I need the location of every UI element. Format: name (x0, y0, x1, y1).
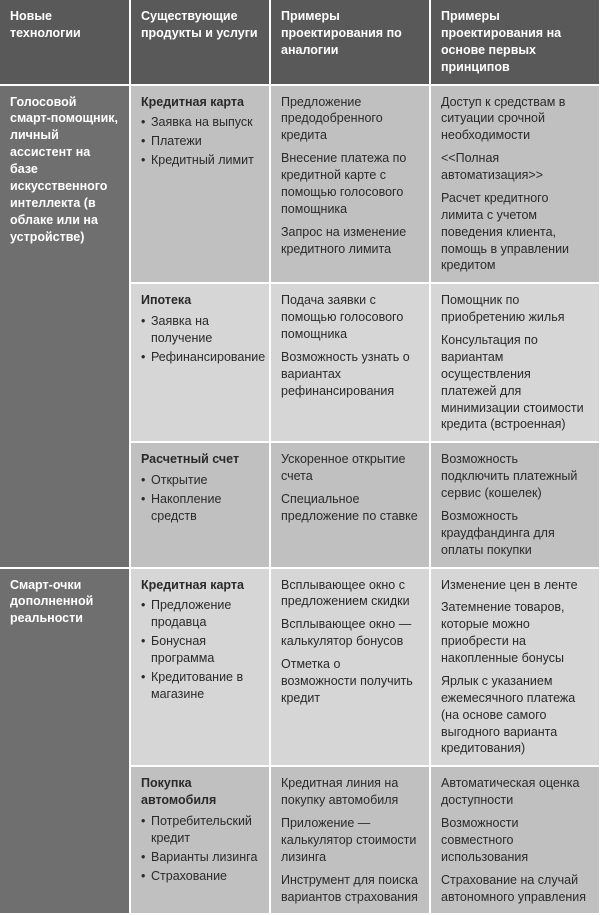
list-item: Заявка на выпуск (141, 114, 259, 131)
bullet-list: Заявка на получение Рефинансирование (141, 313, 259, 366)
text-block: Инструмент для поиска вариантов страхова… (281, 872, 419, 906)
product-cell: Кредитная карта Предложение продавцаБонус… (130, 568, 270, 767)
product-title: Кредитная карта (141, 577, 259, 594)
text-block: Автоматическая оценка доступности (441, 775, 589, 809)
product-cell: Покупка автомобиля Потребительский кредит… (130, 766, 270, 914)
text-block: Отметка о возможности получить кредит (281, 656, 419, 707)
analogy-cell: Подача заявки с помощью голосового помощ… (270, 283, 430, 442)
first-principles-cell: Изменение цен в ленте Затемнение товаров,… (430, 568, 600, 767)
product-title: Покупка автомобиля (141, 775, 259, 809)
text-block: Возможности совместного использования (441, 815, 589, 866)
text-block: Всплывающее окно — калькулятор бонусов (281, 616, 419, 650)
text-block: Страхование на случай автономного управл… (441, 872, 589, 906)
text-block: <<Полная автоматизация>> (441, 150, 589, 184)
text-block: Кредитная линия на покупку автомобиля (281, 775, 419, 809)
list-item: Бонусная программа (141, 633, 259, 667)
list-item: Заявка на получение (141, 313, 259, 347)
list-item: Кредитование в магазине (141, 669, 259, 703)
text-block: Ускоренное открытие счета (281, 451, 419, 485)
table-header: Новые технологии Существующие продукты и… (0, 0, 600, 85)
first-principles-cell: Помощник по приобретению жилья Консультац… (430, 283, 600, 442)
text-block: Специальное предложение по ставке (281, 491, 419, 525)
text-block: Изменение цен в ленте (441, 577, 589, 594)
col-header-tech: Новые технологии (0, 0, 130, 85)
list-item: Страхование (141, 868, 259, 885)
bullet-list: Заявка на выпуск Платежи Кредитный лимит (141, 114, 259, 169)
table-body: Голосовой смарт-помощник, личный ассисте… (0, 85, 600, 915)
text-block: Всплывающее окно с предложением скидки (281, 577, 419, 611)
list-item: Накопление средств (141, 491, 259, 525)
list-item: Кредитный лимит (141, 152, 259, 169)
col-header-first: Примеры проектирования на основе первых … (430, 0, 600, 85)
first-principles-cell: Возможность подключить платежный сервис … (430, 442, 600, 567)
list-item: Варианты лизинга (141, 849, 259, 866)
text-block: Помощник по приобретению жилья (441, 292, 589, 326)
bullet-list: Предложение продавцаБонусная программаКр… (141, 597, 259, 702)
list-item: Рефинансирование (141, 349, 259, 366)
bullet-list: Потребительский кредит Варианты лизинга Ст… (141, 813, 259, 885)
list-item: Предложение продавца (141, 597, 259, 631)
text-block: Консультация по вариантам осуществления … (441, 332, 589, 433)
list-item: Потребительский кредит (141, 813, 259, 847)
product-title: Ипотека (141, 292, 259, 309)
text-block: Предложение предодобренного кредита (281, 94, 419, 145)
analogy-cell: Кредитная линия на покупку автомобиля При… (270, 766, 430, 914)
text-block: Возможность узнать о вариантах рефинанси… (281, 349, 419, 400)
text-block: Возможность краудфандинга для оплаты пок… (441, 508, 589, 559)
text-block: Ярлык с указанием ежемесячного платежа (… (441, 673, 589, 757)
analogy-cell: Ускоренное открытие счета Специальное пре… (270, 442, 430, 567)
analogy-cell: Предложение предодобренного кредитаВнесе… (270, 85, 430, 284)
first-principles-cell: Доступ к средствам в ситуации срочной не… (430, 85, 600, 284)
text-block: Доступ к средствам в ситуации срочной не… (441, 94, 589, 145)
comparison-table: Новые технологии Существующие продукты и… (0, 0, 600, 915)
first-principles-cell: Автоматическая оценка доступности Возможн… (430, 766, 600, 914)
table-row: Голосовой смарт-помощник, личный ассисте… (0, 85, 600, 284)
tech-cell: Смарт-очки дополненной реальности (0, 568, 130, 915)
text-block: Запрос на изменение кредитного лимита (281, 224, 419, 258)
text-block: Возможность подключить платежный сервис … (441, 451, 589, 502)
list-item: Платежи (141, 133, 259, 150)
product-cell: Ипотека Заявка на получение Рефинансирован… (130, 283, 270, 442)
col-header-anlg: Примеры проектирования по аналогии (270, 0, 430, 85)
tech-cell: Голосовой смарт-помощник, личный ассисте… (0, 85, 130, 568)
table-row: Смарт-очки дополненной реальностиКредитн… (0, 568, 600, 767)
text-block: Затемнение товаров, которые можно приобр… (441, 599, 589, 667)
text-block: Подача заявки с помощью голосового помощ… (281, 292, 419, 343)
product-title: Расчетный счет (141, 451, 259, 468)
bullet-list: Открытие Накопление средств (141, 472, 259, 525)
analogy-cell: Всплывающее окно с предложением скидки Вс… (270, 568, 430, 767)
text-block: Приложение — калькулятор стоимости лизин… (281, 815, 419, 866)
text-block: Расчет кредитного лимита с учетом поведе… (441, 190, 589, 274)
text-block: Внесение платежа по кредитной карте с по… (281, 150, 419, 218)
product-cell: Расчетный счет Открытие Накопление средств (130, 442, 270, 567)
list-item: Открытие (141, 472, 259, 489)
col-header-prod: Существующие продукты и услуги (130, 0, 270, 85)
product-title: Кредитная карта (141, 94, 259, 111)
product-cell: Кредитная карта Заявка на выпуск Платежи Кр… (130, 85, 270, 284)
